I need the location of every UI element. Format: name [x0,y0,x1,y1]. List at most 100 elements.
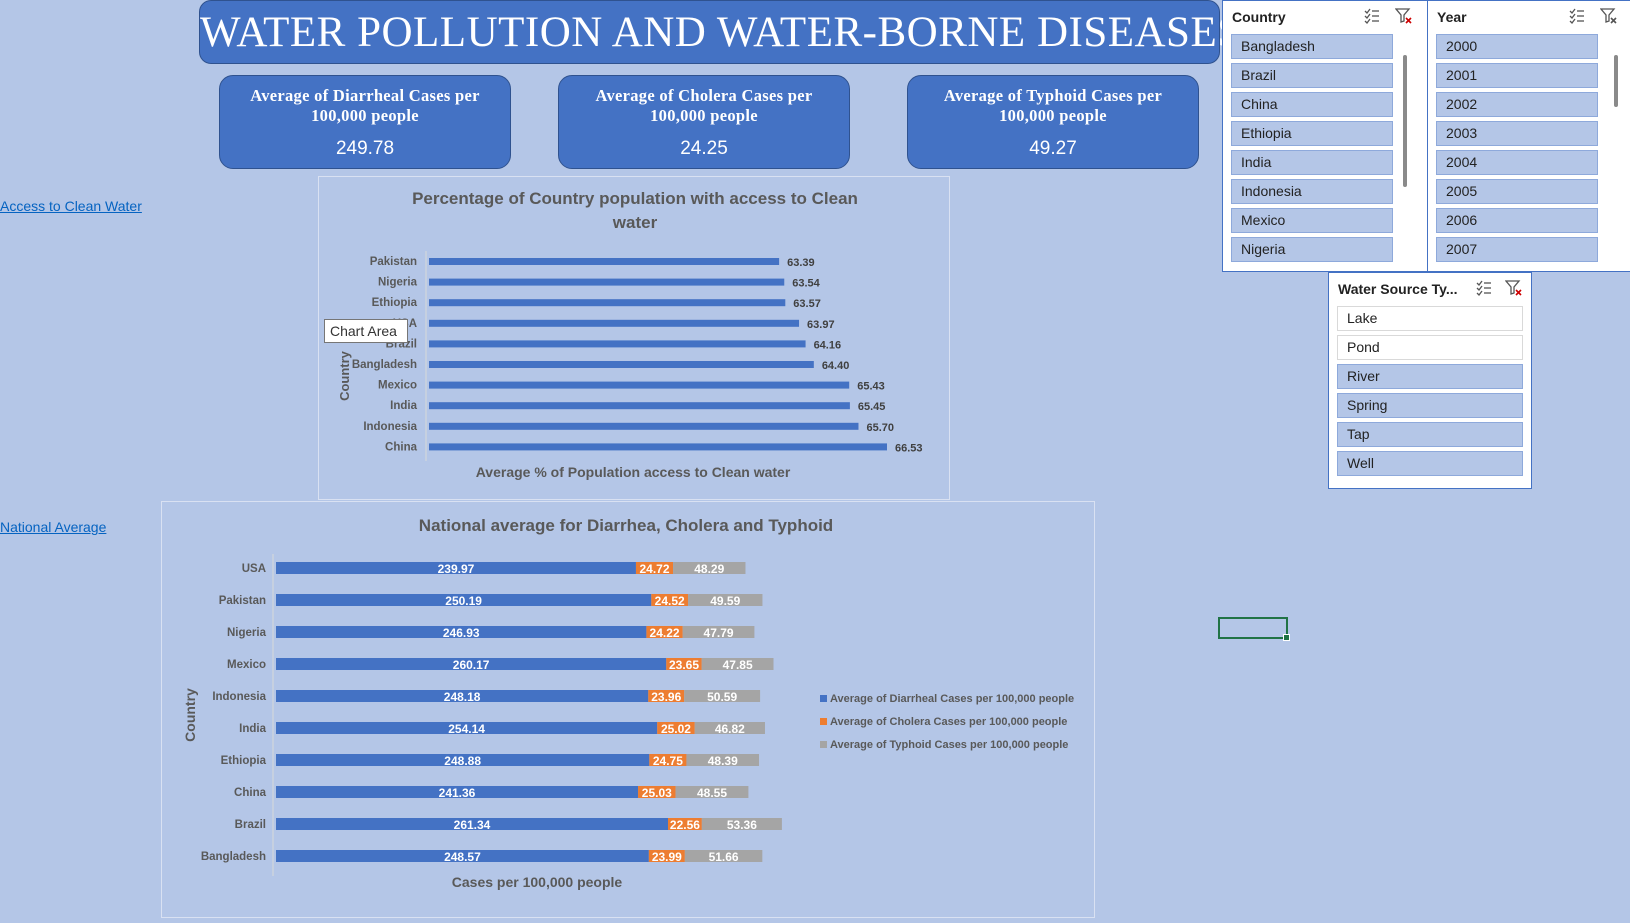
chart1-xlabel: Average % of Population access to Clean … [476,464,791,480]
chart2-tick-mexico: Mexico [227,659,266,671]
chart2-tick-pakistan: Pakistan [219,595,266,607]
water-source-slicer-item-tap[interactable]: Tap [1337,422,1523,447]
chart2-label-india-s2: 46.82 [715,722,745,736]
chart2-label-brazil-s2: 53.36 [727,818,757,832]
country-slicer-item-nigeria[interactable]: Nigeria [1231,237,1393,262]
chart2-label-brazil-s1: 22.56 [670,818,700,832]
national-average-link[interactable]: National Average [0,519,107,535]
chart1-label-bangladesh: 64.40 [822,360,850,372]
clean-water-chart[interactable]: Percentage of Country population with ac… [318,176,950,500]
multi-select-icon[interactable] [1568,7,1586,25]
year-slicer[interactable]: Year 2000 2001 2002 2003 2004 2005 2006 2007 [1427,0,1630,272]
chart2-label-usa-s2: 48.29 [694,562,724,576]
chart2-bar-nigeria-s0 [276,626,647,638]
chart2-bar-usa-s0 [276,562,636,574]
multi-select-icon[interactable] [1363,7,1381,25]
water-source-slicer-item-spring[interactable]: Spring [1337,393,1523,418]
chart1-tick-indonesia: Indonesia [363,421,417,433]
water-source-slicer-item-lake[interactable]: Lake [1337,306,1523,331]
clear-filter-icon[interactable] [1395,7,1413,25]
country-slicer-item-india[interactable]: India [1231,150,1393,175]
year-slicer-item-2001[interactable]: 2001 [1436,63,1598,88]
chart2-legend-swatch-1 [820,718,827,725]
chart2-tick-india: India [239,723,266,735]
country-slicer-item-mexico[interactable]: Mexico [1231,208,1393,233]
chart2-bar-bangladesh-s0 [276,850,649,862]
chart2-bar-india-s0 [276,722,658,734]
chart2-tick-bangladesh: Bangladesh [201,851,266,863]
chart1-bar-pakistan [429,258,780,265]
chart2-bar-china-s1 [638,786,676,798]
chart1-bar-indonesia [429,422,859,430]
country-slicer-item-china[interactable]: China [1231,92,1393,117]
clear-filter-icon[interactable] [1600,7,1618,25]
national-average-chart[interactable]: National average for Diarrhea, Cholera a… [161,501,1095,918]
chart2-bar-pakistan-s1 [651,594,689,606]
year-slicer-item-2004[interactable]: 2004 [1436,150,1598,175]
year-slicer-item-2002[interactable]: 2002 [1436,92,1598,117]
kpi-cholera-card: Average of Cholera Cases per 100,000 peo… [558,75,850,169]
country-slicer-scrollbar[interactable] [1403,55,1407,187]
country-slicer-item-bangladesh[interactable]: Bangladesh [1231,34,1393,59]
multi-select-icon[interactable] [1475,279,1493,297]
water-source-slicer-item-pond[interactable]: Pond [1337,335,1523,360]
water-source-slicer-item-well[interactable]: Well [1337,451,1523,476]
access-clean-water-link[interactable]: Access to Clean Water [0,198,142,214]
chart2-bar-indonesia-s0 [276,690,649,702]
year-slicer-item-2007[interactable]: 2007 [1436,237,1598,262]
country-slicer-item-ethiopia[interactable]: Ethiopia [1231,121,1393,146]
chart2-label-china-s1: 25.03 [642,786,672,800]
chart2-bar-usa-s1 [635,562,674,574]
dashboard-title: WATER POLLUTION AND WATER-BORNE DISEASES [199,0,1241,64]
country-slicer[interactable]: Country Bangladesh Brazil China Ethiopia Ind… [1222,0,1428,272]
chart1-tick-nigeria: Nigeria [378,277,418,289]
chart2-tick-nigeria: Nigeria [227,627,267,639]
kpi-typhoid-card: Average of Typhoid Cases per 100,000 peo… [907,75,1199,169]
country-slicer-title: Country [1232,9,1286,25]
chart1-tick-china: China [385,441,418,453]
year-slicer-item-2005[interactable]: 2005 [1436,179,1598,204]
chart1-label-usa: 63.97 [807,319,835,331]
kpi-typhoid-label: Average of Typhoid Cases per 100,000 peo… [943,86,1163,125]
chart1-bar-brazil [429,340,806,348]
clean-water-chart-svg: Percentage of Country population with ac… [337,189,923,480]
water-source-slicer-header: Water Source Ty... [1329,273,1531,303]
chart2-tick-china: China [234,787,267,799]
chart2-legend-label-0: Average of Diarrheal Cases per 100,000 p… [830,693,1074,705]
water-source-slicer-item-river[interactable]: River [1337,364,1523,389]
chart1-bar-usa [429,319,800,327]
chart2-legend-swatch-0 [820,695,827,702]
chart2-title: National average for Diarrhea, Cholera a… [419,516,833,535]
chart1-label-ethiopia: 63.57 [793,298,821,310]
water-source-slicer-title: Water Source Ty... [1338,281,1458,297]
chart2-label-ethiopia-s1: 24.75 [653,754,683,768]
year-slicer-item-2000[interactable]: 2000 [1436,34,1598,59]
chart2-bar-mexico-s0 [276,658,667,670]
selected-cell[interactable] [1218,617,1290,641]
chart2-legend-swatch-2 [820,741,827,748]
chart2-bar-india-s1 [657,722,695,734]
national-average-chart-svg: National average for Diarrhea, Cholera a… [182,516,1074,890]
chart1-label-nigeria: 63.54 [792,278,820,290]
chart2-bar-indonesia-s1 [648,690,685,702]
country-slicer-item-indonesia[interactable]: Indonesia [1231,179,1393,204]
chart1-bar-ethiopia [429,299,786,307]
chart1-tick-india: India [390,400,417,412]
chart1-bar-china [429,443,887,451]
water-source-slicer[interactable]: Water Source Ty... Lake Pond River Spring Ta… [1328,272,1532,489]
year-slicer-scrollbar[interactable] [1614,55,1618,107]
chart2-bar-bangladesh-s2 [684,850,763,862]
year-slicer-item-2006[interactable]: 2006 [1436,208,1598,233]
clear-filter-icon[interactable] [1505,279,1523,297]
chart2-label-mexico-s0: 260.17 [453,658,490,672]
year-slicer-item-2003[interactable]: 2003 [1436,121,1598,146]
chart2-label-pakistan-s0: 250.19 [445,594,482,608]
chart2-label-ethiopia-s2: 48.39 [708,754,738,768]
year-slicer-title: Year [1437,9,1467,25]
chart2-bar-usa-s2 [673,562,746,574]
chart2-label-usa-s0: 239.97 [438,562,475,576]
chart1-label-india: 65.45 [858,401,886,413]
country-slicer-item-brazil[interactable]: Brazil [1231,63,1393,88]
chart2-legend-label-1: Average of Cholera Cases per 100,000 peo… [830,716,1067,728]
chart2-bar-india-s2 [694,722,765,734]
